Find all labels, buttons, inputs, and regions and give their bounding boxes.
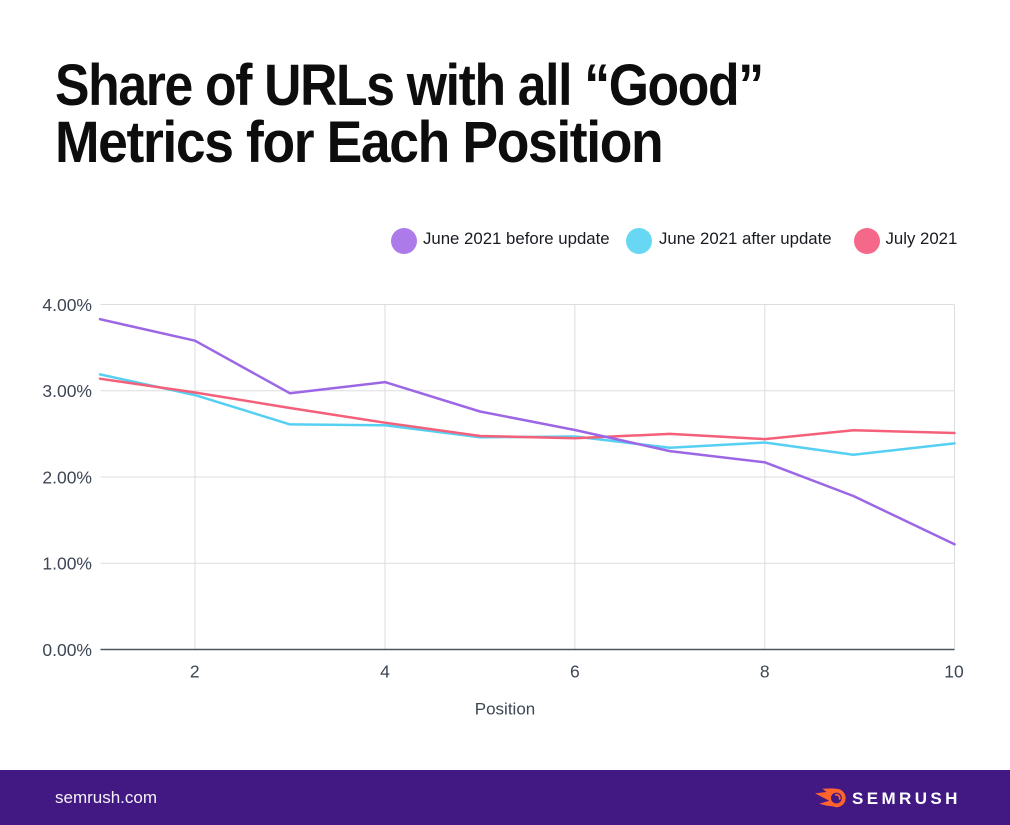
- svg-text:2: 2: [190, 662, 200, 682]
- svg-text:Position: Position: [475, 700, 535, 719]
- svg-text:0.00%: 0.00%: [42, 640, 92, 660]
- svg-text:3.00%: 3.00%: [42, 381, 92, 401]
- svg-text:10: 10: [944, 662, 964, 682]
- svg-text:6: 6: [570, 662, 580, 682]
- svg-text:4: 4: [380, 662, 390, 682]
- svg-text:4.00%: 4.00%: [42, 295, 92, 315]
- svg-text:SEMRUSH: SEMRUSH: [852, 789, 961, 808]
- svg-text:8: 8: [760, 662, 770, 682]
- svg-text:1.00%: 1.00%: [42, 554, 92, 574]
- svg-text:2.00%: 2.00%: [42, 467, 92, 487]
